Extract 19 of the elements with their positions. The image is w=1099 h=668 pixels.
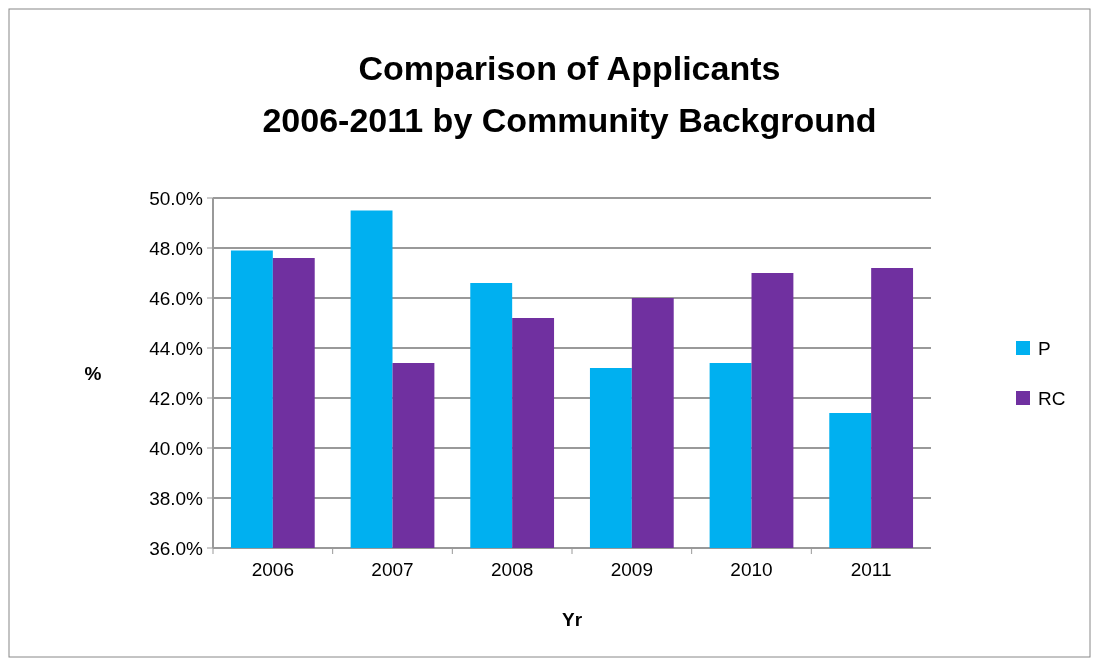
x-tick-label: 2007 — [371, 559, 414, 580]
chart-title: Comparison of Applicants 2006-2011 by Community Background — [262, 49, 877, 139]
y-tick-label: 46.0% — [149, 287, 204, 309]
x-axis-title: Yr — [561, 609, 583, 630]
x-tick-label: 2009 — [610, 559, 653, 580]
x-tick-label: 2011 — [850, 559, 892, 580]
y-tick-label: 36.0% — [149, 537, 204, 559]
y-tick-label: 42.0% — [149, 387, 204, 409]
y-axis-title: % — [84, 362, 102, 384]
x-tick-label: 2008 — [491, 559, 534, 580]
y-tick-label: 44.0% — [149, 337, 204, 359]
y-tick-label: 40.0% — [149, 437, 204, 459]
legend-label: RC — [1038, 387, 1066, 409]
x-tick-label: 2006 — [251, 559, 294, 580]
y-tick-label: 48.0% — [149, 237, 204, 259]
y-tick-label: 50.0% — [149, 187, 204, 209]
y-tick-label: 38.0% — [149, 487, 204, 509]
legend-label: P — [1038, 337, 1051, 359]
x-tick-label: 2010 — [730, 559, 773, 580]
